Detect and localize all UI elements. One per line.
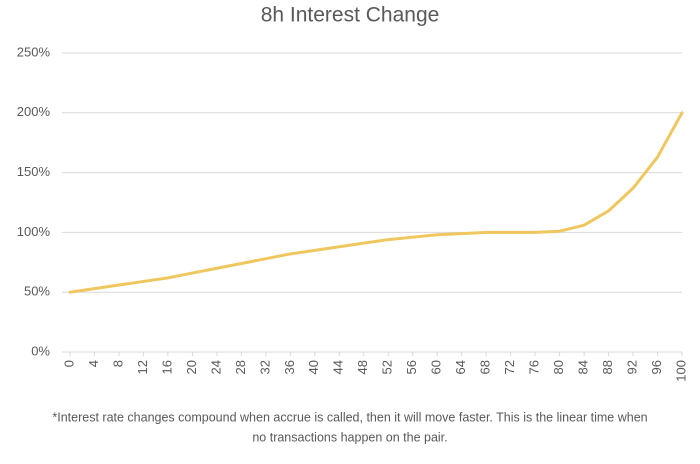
x-tick-label: 68 <box>478 360 493 374</box>
y-tick-label: 100% <box>17 224 51 239</box>
x-tick-label: 100 <box>673 360 688 382</box>
x-tick-label: 96 <box>649 360 664 374</box>
x-tick-label: 56 <box>404 360 419 374</box>
x-tick-label: 72 <box>502 360 517 374</box>
x-tick-label: 92 <box>624 360 639 374</box>
x-tick-label: 20 <box>184 360 199 374</box>
chart-title: 8h Interest Change <box>261 4 440 27</box>
x-tick-label: 32 <box>257 360 272 374</box>
footnote: *Interest rate changes compound when acc… <box>52 410 647 424</box>
x-tick-label: 80 <box>551 360 566 374</box>
x-tick-label: 76 <box>527 360 542 374</box>
x-tick-label: 88 <box>600 360 615 374</box>
x-tick-label: 4 <box>86 360 101 367</box>
x-tick-label: 28 <box>233 360 248 374</box>
y-tick-label: 200% <box>17 104 51 119</box>
x-tick-label: 36 <box>282 360 297 374</box>
x-tick-label: 48 <box>355 360 370 374</box>
y-tick-label: 0% <box>31 343 50 358</box>
x-tick-label: 44 <box>331 360 346 374</box>
x-tick-label: 16 <box>159 360 174 374</box>
x-tick-label: 84 <box>576 360 591 374</box>
x-tick-label: 12 <box>135 360 150 374</box>
x-tick-label: 52 <box>380 360 395 374</box>
x-tick-label: 0 <box>61 360 76 367</box>
y-tick-label: 50% <box>24 284 50 299</box>
x-tick-label: 64 <box>453 360 468 374</box>
footnote: no transactions happen on the pair. <box>252 430 447 444</box>
x-tick-label: 60 <box>429 360 444 374</box>
y-tick-label: 250% <box>17 44 51 59</box>
y-tick-label: 150% <box>17 164 51 179</box>
series-line <box>68 111 684 294</box>
x-tick-label: 24 <box>208 360 223 374</box>
x-tick-label: 40 <box>306 360 321 374</box>
x-tick-label: 8 <box>110 360 125 367</box>
